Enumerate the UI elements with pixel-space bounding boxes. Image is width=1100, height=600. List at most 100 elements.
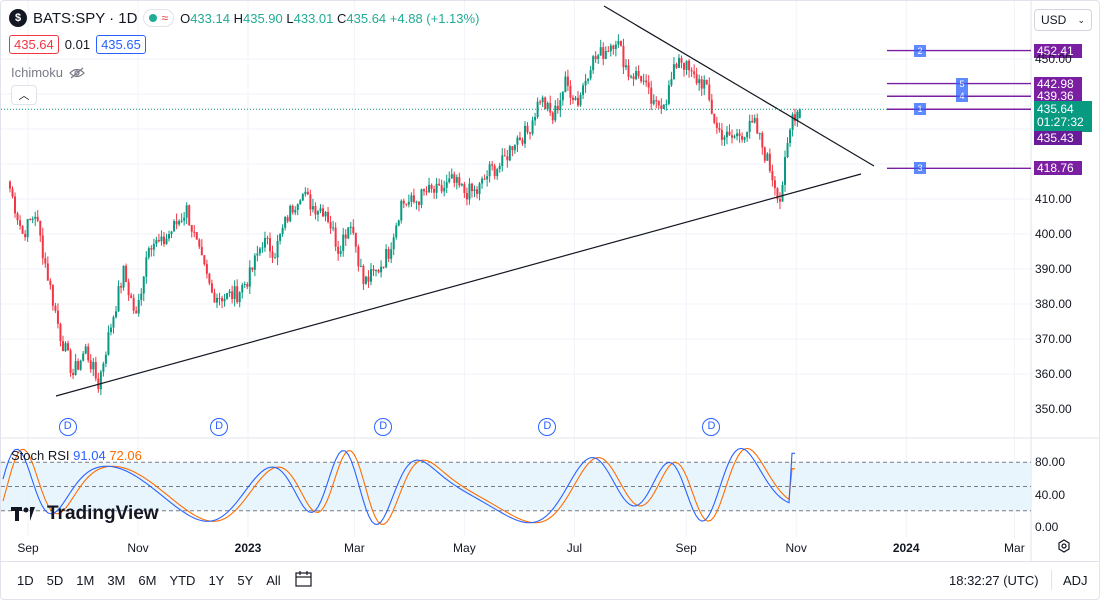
candle-body — [465, 193, 468, 200]
indicator-row[interactable]: Ichimoku — [11, 65, 85, 80]
candle-body — [69, 350, 72, 373]
bid-price-box[interactable]: 435.64 — [9, 35, 59, 54]
adjust-toggle[interactable]: ADJ — [1063, 573, 1088, 588]
candle-body — [380, 266, 383, 273]
candle-body — [751, 120, 754, 123]
candle-body — [102, 363, 105, 372]
range-button-1m[interactable]: 1M — [76, 573, 95, 588]
stoch-k-line — [2, 447, 795, 525]
ask-price-box[interactable]: 435.65 — [96, 35, 146, 54]
currency-select[interactable]: USD ⌄ — [1034, 9, 1092, 31]
range-button-ytd[interactable]: YTD — [169, 573, 196, 588]
candle-body — [700, 79, 703, 89]
range-button-1y[interactable]: 1Y — [208, 573, 225, 588]
candle-body — [582, 85, 585, 96]
candle-body — [564, 76, 567, 92]
range-button-5d[interactable]: 5D — [46, 573, 64, 588]
candle-body — [223, 298, 226, 302]
time-axis-tick: Nov — [127, 541, 149, 555]
candle-body — [79, 360, 82, 370]
candle-body — [597, 55, 600, 60]
candle-body — [579, 95, 582, 106]
candle-body — [395, 225, 398, 238]
candle-body — [531, 120, 534, 134]
candle-body — [89, 360, 92, 370]
candle-body — [369, 269, 372, 282]
candle-body — [140, 293, 143, 300]
candle-body — [670, 79, 673, 86]
candle-body — [34, 216, 37, 219]
candle-body — [243, 284, 246, 286]
candle-body — [478, 183, 481, 194]
candle-body — [771, 170, 774, 181]
candle-body — [130, 295, 133, 298]
calendar-range-icon[interactable] — [294, 570, 314, 588]
candle-body — [372, 269, 375, 271]
candle-body — [94, 362, 97, 379]
candle-body — [559, 100, 562, 111]
price-axis-tick: 410.00 — [1035, 192, 1072, 206]
candle-body — [511, 146, 514, 151]
candle-body — [541, 97, 544, 103]
utc-clock[interactable]: 18:32:27 (UTC) — [949, 573, 1039, 588]
support-trendline — [55, 173, 862, 397]
range-button-6m[interactable]: 6M — [138, 573, 157, 588]
candle-body — [160, 236, 163, 242]
candle-body — [200, 246, 203, 256]
candle-body — [382, 266, 385, 268]
candle-body — [236, 286, 239, 303]
range-buttons: 1D 5D 1M 3M 6M YTD 1Y 5Y All — [17, 573, 281, 588]
candle-body — [387, 249, 390, 259]
eye-hidden-icon[interactable] — [69, 67, 85, 79]
candle-body — [587, 78, 590, 81]
candle-body — [180, 220, 183, 222]
candle-body — [650, 87, 653, 104]
candle-body — [39, 220, 42, 236]
candle-body — [266, 237, 269, 239]
candle-body — [157, 239, 160, 242]
candle-body — [8, 181, 11, 189]
time-axis-tick: Jul — [566, 541, 583, 555]
candle-body — [470, 183, 473, 192]
candle-body — [405, 203, 408, 205]
candle-body — [614, 44, 617, 49]
candle-body — [672, 64, 675, 80]
candle-body — [723, 137, 726, 140]
time-axis-tick: Sep — [675, 541, 697, 555]
candle-body — [231, 291, 234, 299]
candle-body — [99, 371, 102, 390]
candle-body — [652, 100, 655, 104]
candle-body — [173, 221, 176, 232]
spread-value: 0.01 — [64, 37, 91, 52]
time-axis-tick: 2023 — [234, 541, 262, 555]
range-button-all[interactable]: All — [266, 573, 281, 588]
candle-body — [798, 109, 801, 119]
tradingview-logo[interactable]: TradingView — [11, 503, 159, 525]
candle-body — [693, 71, 696, 75]
market-status-pill[interactable]: ≈ — [143, 9, 175, 27]
range-button-1d[interactable]: 1D — [17, 573, 34, 588]
candle-body — [334, 227, 337, 247]
candle-body — [218, 297, 221, 299]
candle-body — [385, 249, 388, 268]
chevron-down-icon: ⌄ — [1077, 14, 1085, 25]
candle-body — [445, 182, 448, 188]
candle-body — [269, 238, 271, 252]
candle-body — [359, 265, 362, 267]
settings-gear-icon[interactable] — [1057, 539, 1071, 553]
collapse-legend-button[interactable]: ︿ — [11, 85, 37, 105]
candle-body — [263, 237, 266, 248]
range-button-3m[interactable]: 3M — [107, 573, 126, 588]
candle-body — [491, 164, 494, 166]
candle-body — [655, 100, 658, 102]
candle-body — [251, 267, 254, 270]
range-button-5y[interactable]: 5Y — [237, 573, 254, 588]
symbol-title[interactable]: BATS:SPY · 1D — [33, 9, 138, 27]
candle-body — [695, 74, 698, 84]
candle-body — [228, 291, 231, 294]
candle-body — [647, 82, 650, 88]
candle-body — [215, 297, 218, 303]
chevron-up-icon: ︿ — [18, 90, 30, 102]
time-axis-tick: Nov — [785, 541, 807, 555]
